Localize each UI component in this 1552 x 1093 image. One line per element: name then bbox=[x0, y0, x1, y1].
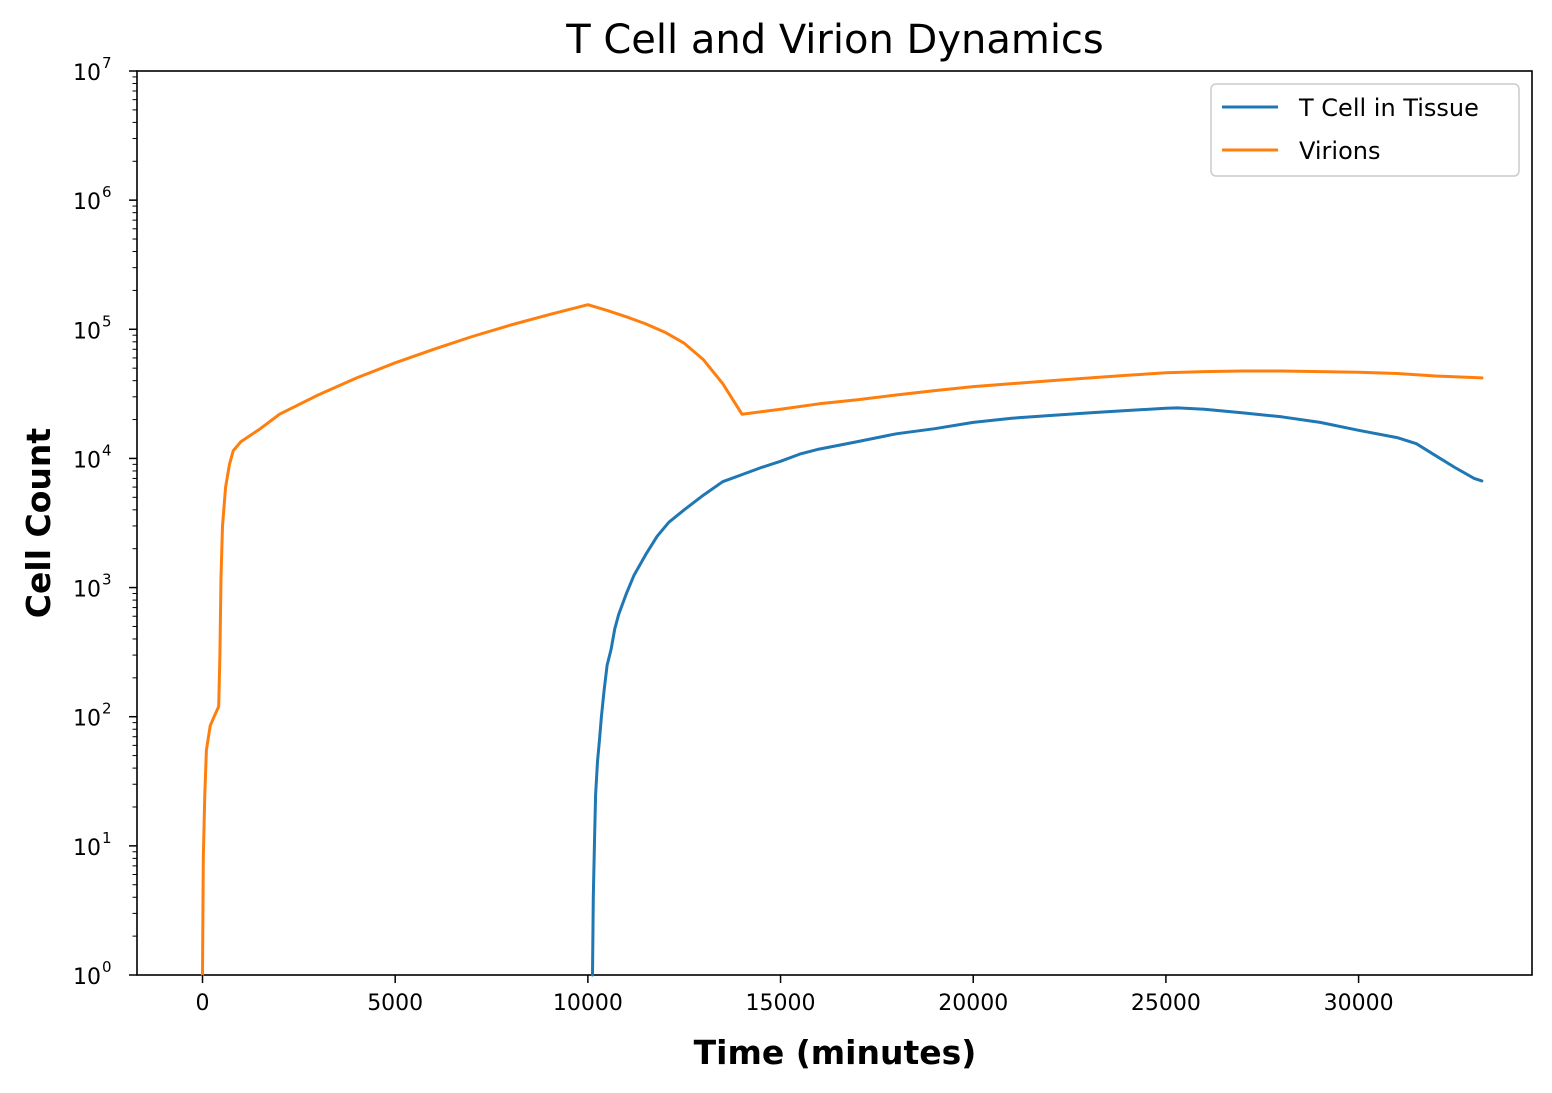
y-tick-label: 10 bbox=[73, 965, 101, 990]
x-tick-label: 15000 bbox=[746, 991, 816, 1016]
series-line-0 bbox=[591, 406, 1484, 977]
chart-title: T Cell and Virion Dynamics bbox=[565, 17, 1104, 63]
x-tick-label: 10000 bbox=[553, 991, 623, 1016]
y-tick-label: 10 bbox=[73, 578, 101, 603]
x-tick-label: 25000 bbox=[1131, 991, 1201, 1016]
y-tick-exponent: 1 bbox=[102, 829, 112, 847]
y-axis-label: Cell Count bbox=[19, 428, 58, 619]
y-tick-exponent: 2 bbox=[102, 700, 112, 718]
y-tick-label: 10 bbox=[73, 319, 101, 344]
y-tick-exponent: 0 bbox=[102, 958, 112, 976]
legend-label-virions: Virions bbox=[1299, 137, 1381, 165]
y-tick-exponent: 4 bbox=[102, 441, 112, 459]
x-tick-label: 5000 bbox=[367, 991, 423, 1016]
y-tick-label: 10 bbox=[73, 448, 101, 473]
x-axis-label: Time (minutes) bbox=[694, 1033, 977, 1072]
legend-box bbox=[1210, 83, 1520, 177]
x-tick-label: 30000 bbox=[1324, 991, 1394, 1016]
legend-label-t-cell: T Cell in Tissue bbox=[1298, 94, 1479, 122]
plot-frame bbox=[136, 70, 1533, 976]
legend: T Cell in Tissue Virions bbox=[1210, 83, 1520, 177]
y-tick-exponent: 6 bbox=[102, 183, 112, 201]
series-layer bbox=[201, 303, 1484, 977]
y-tick-label: 10 bbox=[73, 836, 101, 861]
y-tick-label: 10 bbox=[73, 190, 101, 215]
x-tick-label: 20000 bbox=[938, 991, 1008, 1016]
x-tick-label: 0 bbox=[196, 991, 210, 1016]
y-tick-exponent: 7 bbox=[102, 54, 112, 72]
y-tick-label: 10 bbox=[73, 707, 101, 732]
y-tick-exponent: 3 bbox=[102, 571, 112, 589]
x-axis-ticks: 0 5000 10000 15000 20000 25000 30000 bbox=[196, 975, 1394, 1016]
series-line-1 bbox=[201, 303, 1484, 977]
y-tick-exponent: 5 bbox=[102, 312, 112, 330]
y-tick-label: 10 bbox=[73, 61, 101, 86]
